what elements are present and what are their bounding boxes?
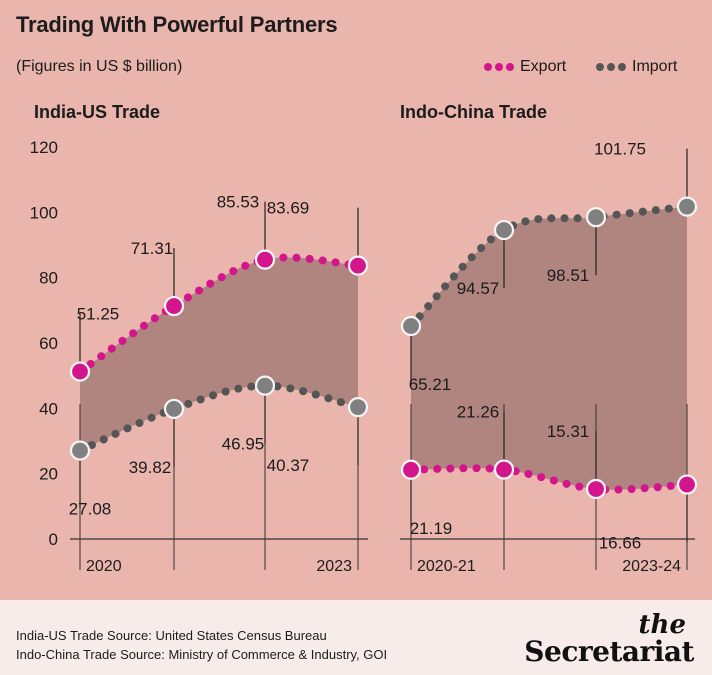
import-value-label: 98.51	[547, 266, 590, 285]
import-value-label: 40.37	[267, 456, 310, 475]
y-tick-label: 100	[30, 203, 58, 222]
y-tick-label: 0	[49, 530, 58, 549]
export-point	[400, 459, 422, 480]
export-value-label: 21.26	[457, 403, 500, 422]
import-point	[163, 398, 185, 420]
y-tick-label: 20	[39, 465, 58, 484]
legend-import-label: Import	[632, 58, 678, 75]
export-point	[163, 295, 185, 317]
import-point	[400, 315, 422, 337]
import-value-label: 65.21	[409, 375, 452, 394]
export-series-line	[407, 464, 691, 494]
chart-title: Trading With Powerful Partners	[16, 12, 338, 37]
export-point	[347, 255, 369, 276]
import-series-line	[407, 202, 691, 330]
shaded-gap-area	[80, 257, 358, 451]
source-us: India-US Trade Source: United States Cen…	[16, 628, 327, 643]
import-legend-marker	[596, 63, 626, 71]
export-value-label: 83.69	[267, 199, 310, 218]
import-value-label: 46.95	[222, 435, 265, 454]
panel-title: Indo-China Trade	[400, 102, 547, 122]
y-tick-label: 120	[30, 138, 58, 157]
import-value-label: 39.82	[129, 458, 172, 477]
legend-export: Export	[484, 58, 566, 76]
chart-subtitle: (Figures in US $ billion)	[16, 58, 183, 75]
import-point	[676, 196, 698, 217]
x-tick-label: 2023	[316, 558, 352, 575]
y-tick-label: 60	[39, 334, 58, 353]
x-tick-label: 2023-24	[622, 558, 681, 575]
import-value-label: 27.08	[69, 500, 112, 519]
export-point	[493, 459, 515, 480]
source-china: Indo-China Trade Source: Ministry of Com…	[16, 647, 388, 662]
import-point	[585, 207, 607, 228]
trade-charts: 0 20 40 60 80 100 120 India-US Trade 2020 2023 51.…	[30, 102, 698, 575]
footer: India-US Trade Source: United States Cen…	[0, 600, 712, 675]
panel-title: India-US Trade	[34, 102, 160, 122]
x-tick-label: 2020-21	[417, 558, 476, 575]
brand-name: Secretariat	[524, 635, 694, 668]
import-point	[254, 375, 276, 396]
brand-the: the	[638, 610, 686, 640]
import-series-line	[76, 381, 362, 455]
export-value-label: 51.25	[77, 305, 120, 324]
import-value-label: 94.57	[457, 279, 500, 298]
y-tick-label: 40	[39, 399, 58, 418]
export-value-label: 85.53	[217, 193, 260, 212]
import-point	[347, 397, 369, 418]
export-legend-marker	[484, 63, 514, 71]
brand-logo: the Secretariat	[524, 612, 694, 666]
export-series-line	[76, 253, 362, 376]
export-value-label: 16.66	[599, 534, 642, 553]
export-value-label: 21.19	[410, 519, 453, 538]
legend-import: Import	[596, 58, 677, 76]
export-value-label: 15.31	[547, 422, 590, 441]
x-tick-label: 2020	[86, 558, 122, 575]
shaded-gap-area	[411, 206, 687, 490]
y-tick-label: 80	[39, 269, 58, 288]
export-point	[585, 478, 607, 500]
legend-export-label: Export	[520, 58, 567, 75]
export-value-label: 71.31	[131, 239, 174, 258]
export-point	[254, 249, 276, 270]
import-value-label: 101.75	[594, 140, 646, 159]
export-point	[69, 361, 91, 382]
export-point	[676, 474, 698, 495]
import-point	[69, 440, 91, 461]
import-point	[493, 219, 515, 241]
